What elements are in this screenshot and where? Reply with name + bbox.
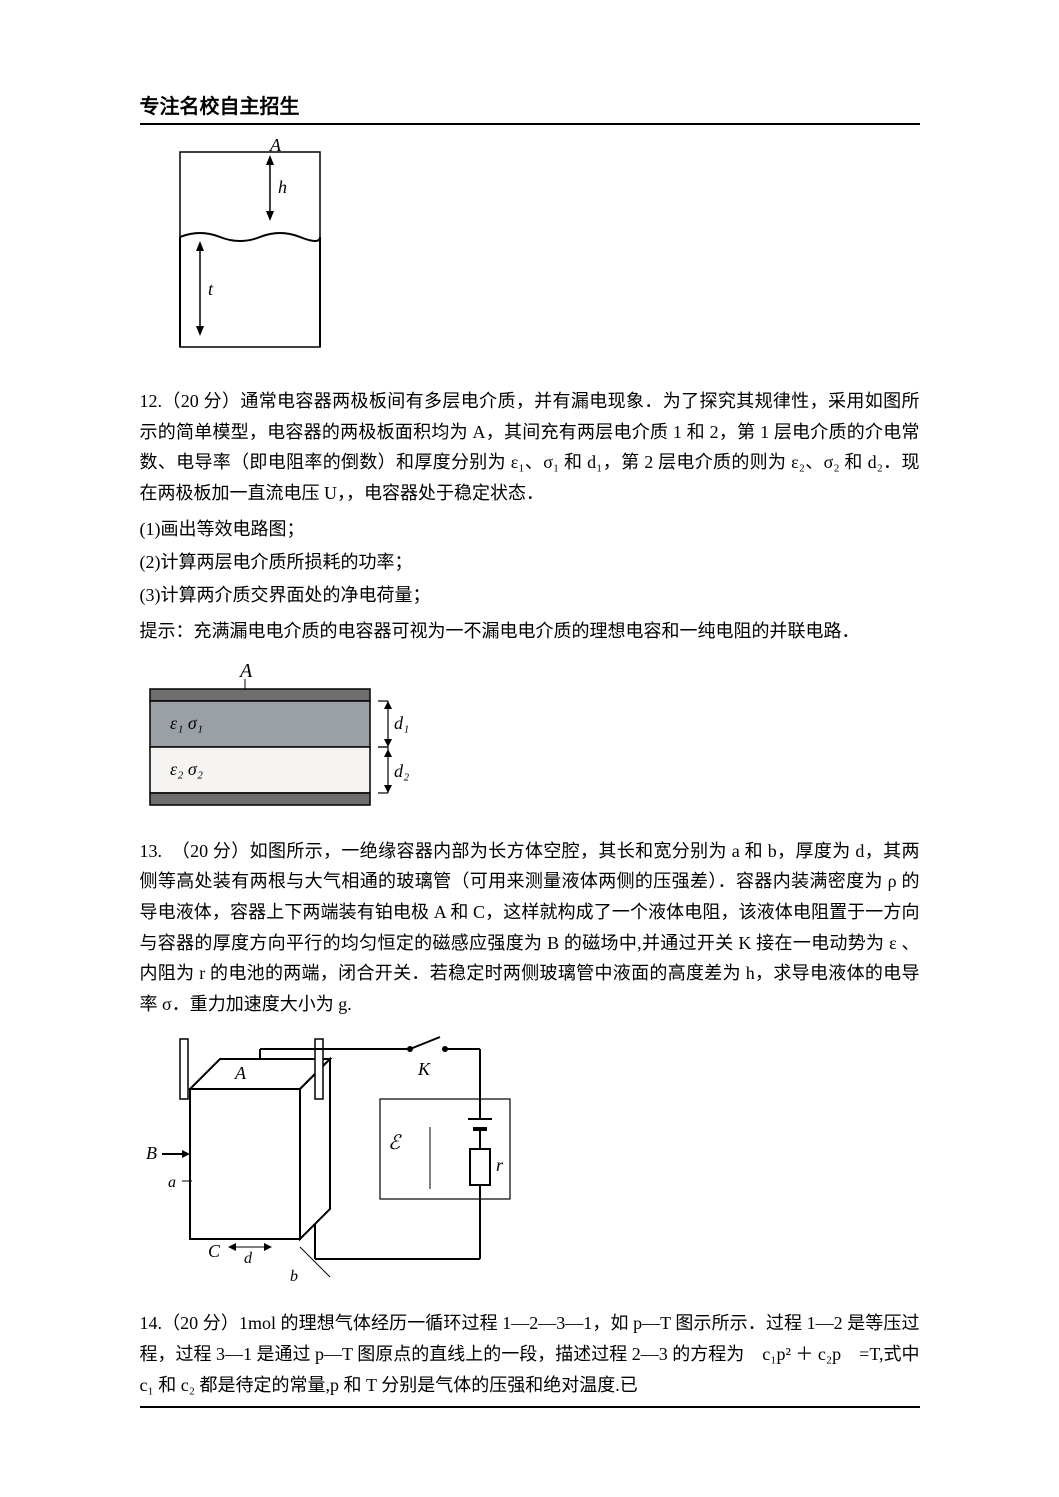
fig13-label-A: A [234,1063,247,1083]
fig12-label-e2: ε₂ σ₂ [170,759,203,779]
fig12-label-e1: ε₁ σ₁ [170,713,203,733]
fig13-label-K: K [417,1059,431,1079]
fig13-svg: A C B a b d K [140,1029,520,1289]
fig13-label-d: d [244,1250,253,1267]
problem-12-q3: (3)计算两介质交界面处的净电荷量； [140,580,920,611]
fig13-label-r: r [496,1155,504,1175]
figure-13: A C B a b d K [140,1029,920,1294]
fig12-label-A: A [238,660,253,682]
figure-12: A ε₁ σ₁ ε₂ σ₂ d₁ [140,657,920,822]
fig11-svg: A h t [140,137,340,367]
problem-12-hint: 提示：充满漏电电介质的电容器可视为一不漏电电介质的理想电容和一纯电阻的并联电路． [140,616,920,647]
problem-12-q2: (2)计算两层电介质所损耗的功率； [140,547,920,578]
fig11-label-t: t [208,279,214,299]
fig13-label-b: b [290,1268,298,1285]
fig13-label-E: ℰ [388,1132,402,1154]
fig11-label-A: A [269,137,282,155]
page-title: 专注名校自主招生 [140,90,920,125]
problem-13-text: 13. （20 分）如图所示，一绝缘容器内部为长方体空腔，其长和宽分别为 a 和… [140,836,920,1020]
fig12-label-d1: d₁ [394,713,409,733]
problem-14-text: 14.（20 分）1mol 的理想气体经历一循环过程 1—2—3—1，如 p—T… [140,1308,920,1400]
fig11-label-h: h [278,177,287,197]
fig13-label-B: B [146,1143,157,1163]
fig13-label-a: a [168,1174,176,1191]
problem-12-q1: (1)画出等效电路图； [140,514,920,545]
fig12-svg: A ε₁ σ₁ ε₂ σ₂ d₁ [140,657,440,817]
footer-rule [140,1406,920,1408]
fig13-label-C: C [208,1241,221,1261]
problem-12-text: 12.（20 分）通常电容器两极板间有多层电介质，并有漏电现象．为了探究其规律性… [140,386,920,508]
fig12-label-d2: d₂ [394,761,409,781]
figure-11: A h t [140,137,920,372]
